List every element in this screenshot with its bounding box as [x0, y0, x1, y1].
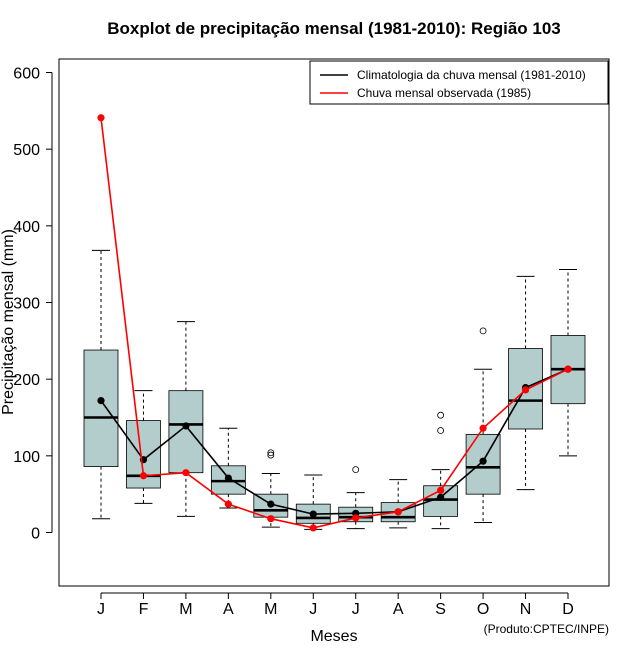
- observed-point: [182, 469, 190, 477]
- chart-title: Boxplot de precipitação mensal (1981-201…: [107, 19, 561, 38]
- climatology-point: [224, 474, 232, 482]
- box: [168, 390, 204, 474]
- observed-line: [100, 117, 569, 529]
- box: [508, 348, 543, 430]
- climatology-line: [100, 368, 569, 515]
- x-tick-label: A: [223, 601, 234, 618]
- legend-box: [309, 60, 609, 105]
- x-tick-label: N: [520, 601, 532, 618]
- climatology-point: [309, 510, 317, 518]
- x-tick-label: D: [562, 601, 574, 618]
- x-tick-label: F: [139, 601, 149, 618]
- y-tick-label: 0: [31, 526, 40, 543]
- observed-point: [394, 508, 402, 516]
- y-tick-label: 600: [13, 66, 40, 83]
- y-axis: 0 100 200 300 400 500 600: [13, 66, 53, 543]
- legend-label-climatology: Climatologia da chuva mensal (1981-2010): [357, 68, 586, 82]
- x-tick-label: A: [393, 601, 404, 618]
- plot-frame: [58, 58, 610, 587]
- y-tick-label: 400: [13, 219, 40, 236]
- series-group: [97, 114, 572, 532]
- legend-label-observed: Chuva mensal observada (1985): [357, 86, 531, 100]
- observed-point: [97, 114, 105, 122]
- observed-point: [564, 365, 572, 373]
- observed-point: [437, 486, 445, 494]
- x-axis-title: Meses: [310, 628, 357, 645]
- x-tick-label: M: [179, 601, 192, 618]
- credit-text: (Produto:CPTEC/INPE): [484, 622, 609, 636]
- x-tick-label: O: [477, 601, 489, 618]
- y-tick-label: 200: [13, 372, 40, 389]
- box: [83, 349, 119, 467]
- observed-point: [139, 472, 148, 480]
- climatology-point: [182, 422, 190, 430]
- x-tick-label: J: [352, 601, 360, 618]
- x-tick-label: M: [264, 601, 277, 618]
- outlier-point: [267, 451, 275, 459]
- observed-point: [224, 500, 232, 508]
- outlier-point: [267, 449, 275, 457]
- observed-point: [352, 514, 360, 522]
- observed-point: [521, 386, 530, 394]
- y-tick-label: 300: [13, 296, 40, 313]
- legend: Climatologia da chuva mensal (1981-2010)…: [309, 60, 609, 105]
- outlier-point: [437, 411, 445, 419]
- y-tick-label: 500: [13, 142, 40, 159]
- x-tick-label: J: [97, 601, 105, 618]
- climatology-point: [97, 397, 105, 405]
- outlier-point: [479, 327, 487, 335]
- x-tick-label: S: [435, 601, 446, 618]
- x-tick-label: J: [309, 601, 317, 618]
- observed-point: [267, 515, 275, 523]
- climatology-point: [479, 457, 487, 465]
- y-axis-title: Precipitação mensal (mm): [0, 229, 17, 415]
- y-tick-label: 100: [13, 449, 40, 466]
- outlier-point: [352, 466, 360, 474]
- box-group: [83, 249, 586, 530]
- climatology-point: [267, 500, 275, 508]
- outlier-point: [437, 427, 445, 434]
- observed-point: [309, 524, 317, 532]
- observed-point: [479, 424, 487, 432]
- climatology-point: [437, 493, 445, 501]
